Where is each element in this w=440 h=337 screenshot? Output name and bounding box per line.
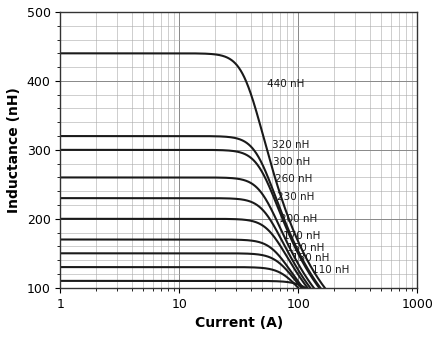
X-axis label: Current (A): Current (A) xyxy=(194,316,283,330)
Text: 110 nH: 110 nH xyxy=(312,265,349,275)
Text: 170 nH: 170 nH xyxy=(282,231,320,241)
Text: 300 nH: 300 nH xyxy=(273,157,311,167)
Text: 130 nH: 130 nH xyxy=(292,253,329,263)
Text: 260 nH: 260 nH xyxy=(275,174,312,184)
Text: 200 nH: 200 nH xyxy=(280,214,317,224)
Y-axis label: Inductance (nH): Inductance (nH) xyxy=(7,87,21,213)
Text: 320 nH: 320 nH xyxy=(272,140,309,150)
Text: 230 nH: 230 nH xyxy=(278,192,315,202)
Text: 150 nH: 150 nH xyxy=(286,243,324,253)
Text: 440 nH: 440 nH xyxy=(267,79,304,89)
